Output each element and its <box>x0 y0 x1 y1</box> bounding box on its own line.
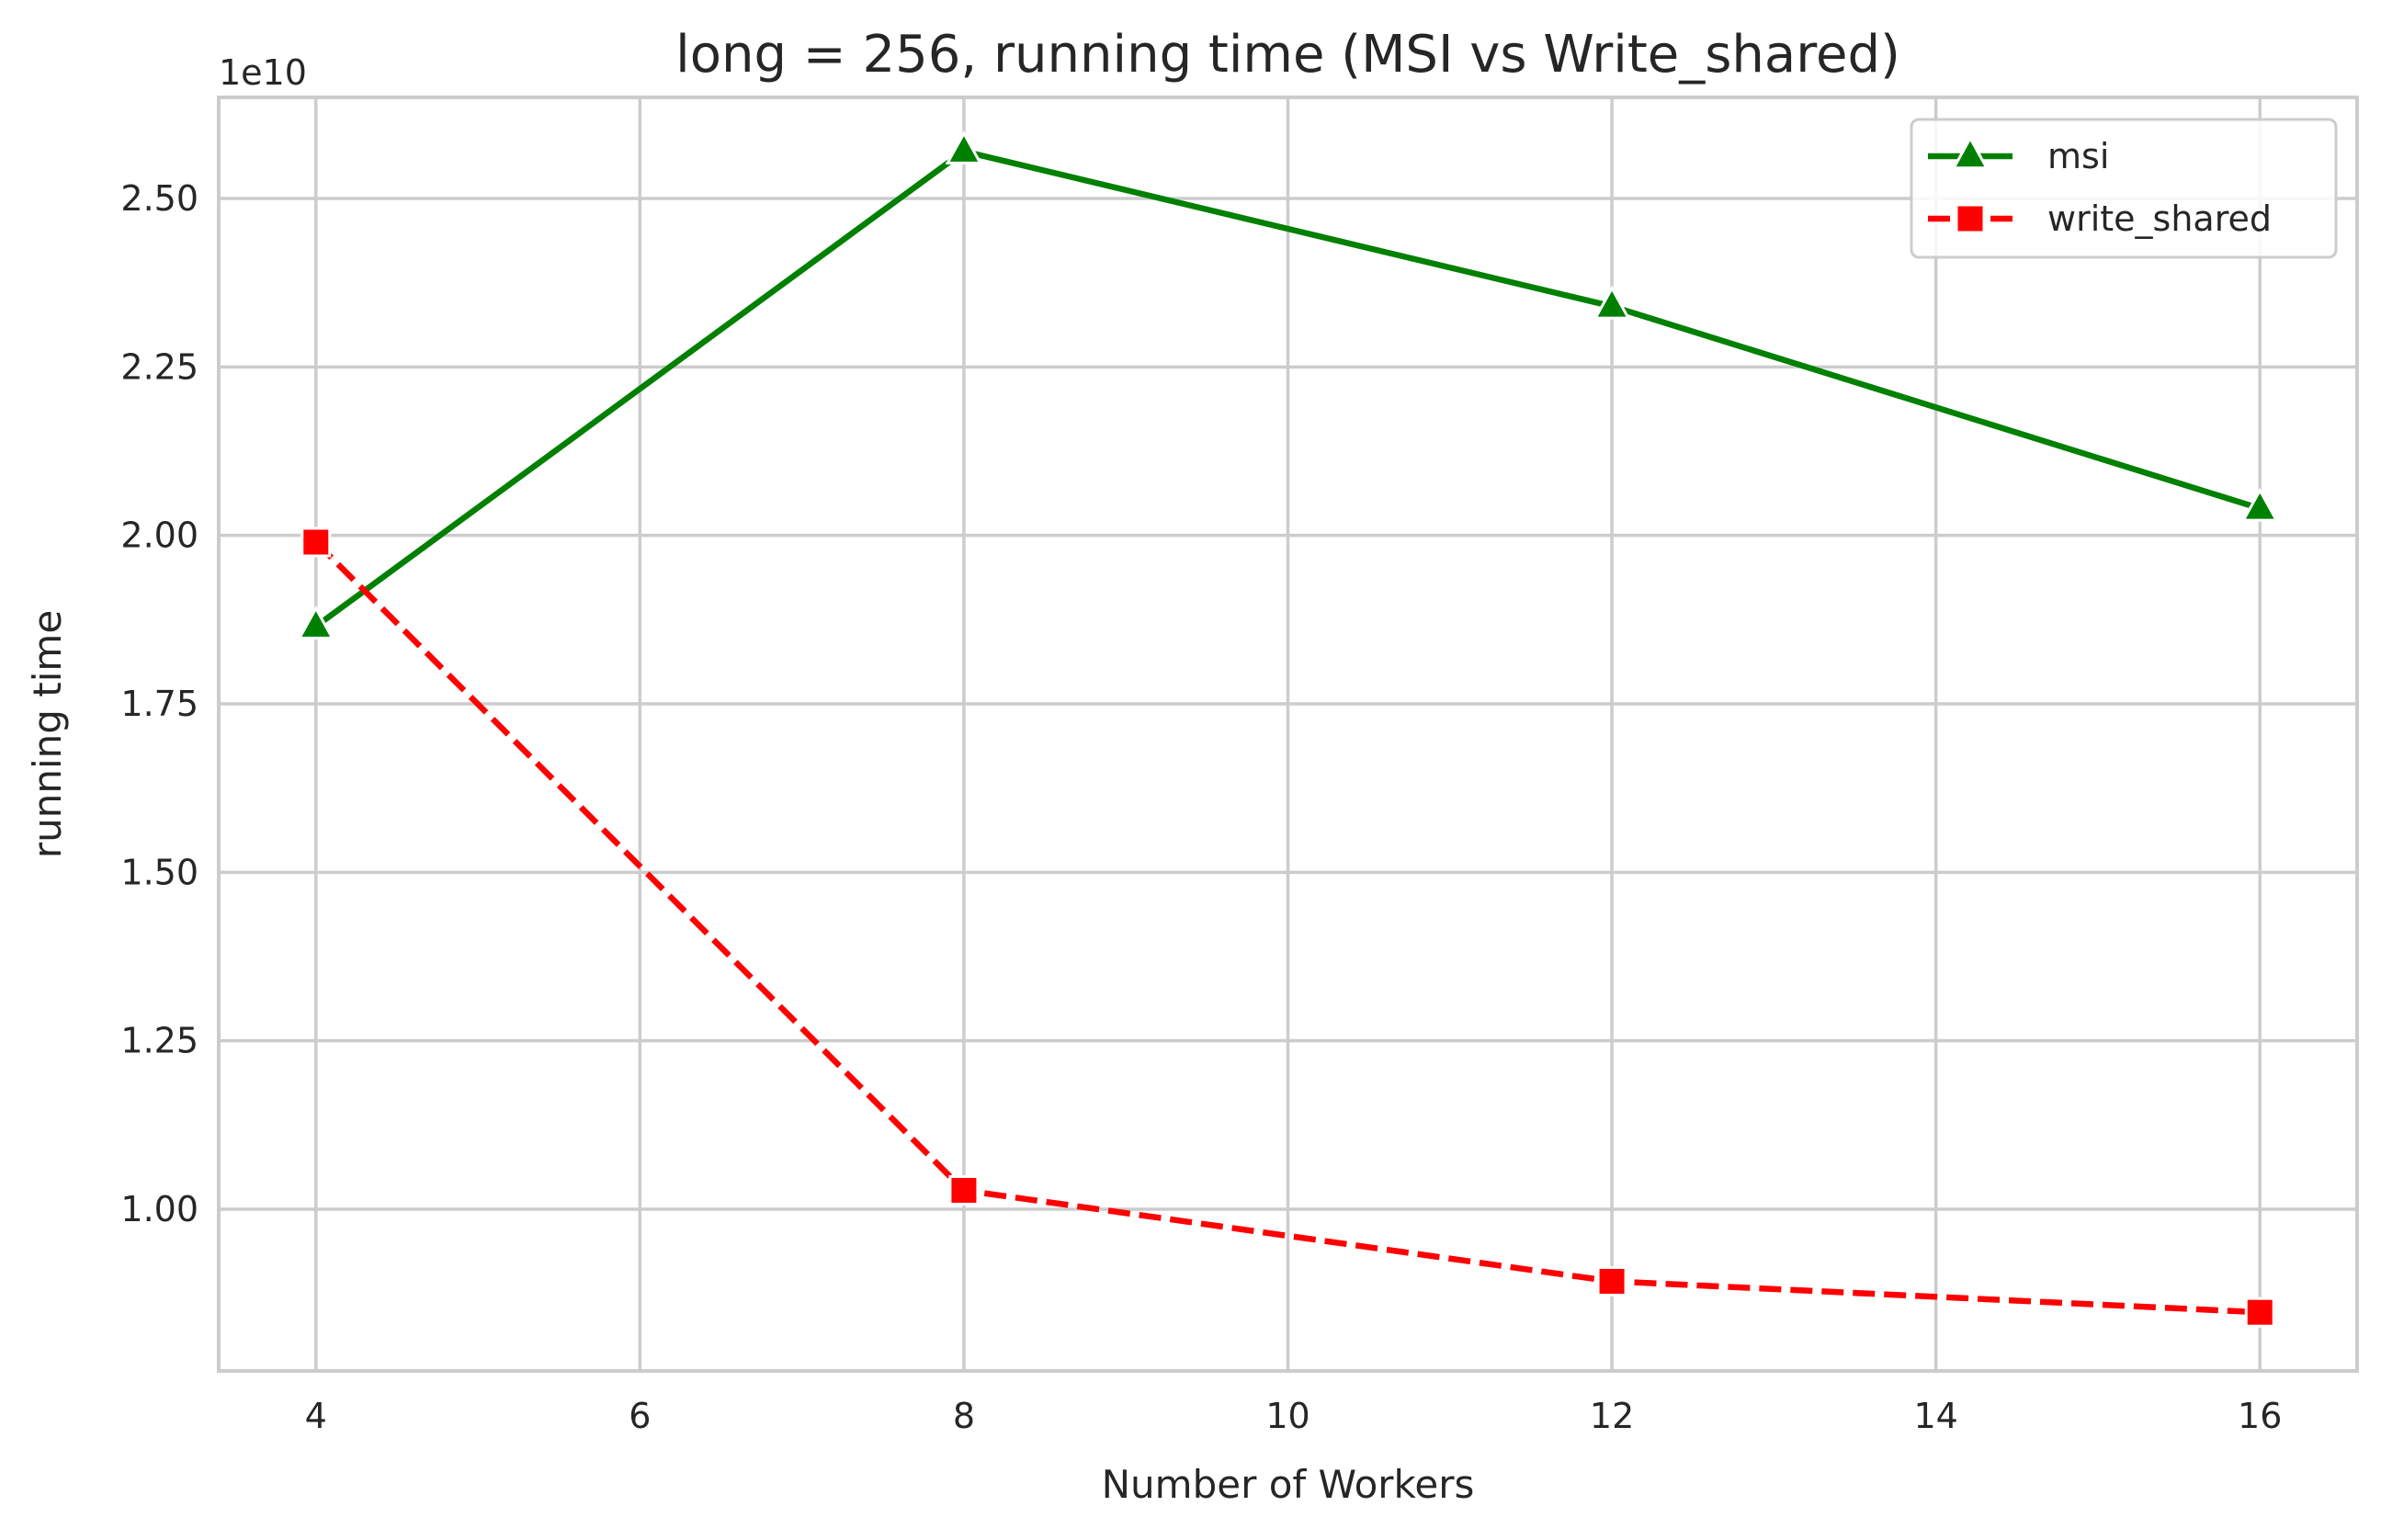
series-layer <box>297 130 2279 1328</box>
legend: msi write_shared <box>1910 118 2338 259</box>
data-point-marker <box>300 527 332 558</box>
data-point-marker <box>1951 135 1990 170</box>
x-tick-label: 12 <box>1590 1396 1634 1436</box>
y-tick-label: 1.75 <box>120 684 198 724</box>
data-point-marker <box>948 1174 980 1206</box>
legend-label: write_shared <box>2047 198 2272 239</box>
legend-box <box>1910 118 2338 259</box>
chart-title: long = 256, running time (MSI vs Write_s… <box>675 25 1900 85</box>
tick-labels: 4 6 8 10 12 14 16 1.00 1.25 1.50 1.75 2.00 2.25 2.50 <box>120 178 2282 1436</box>
data-point-marker <box>297 606 335 640</box>
y-tick-label: 2.50 <box>120 178 198 219</box>
data-point-marker <box>1955 203 1986 234</box>
x-tick-label: 8 <box>953 1396 975 1436</box>
series-line <box>313 539 2261 1316</box>
data-point-marker <box>2240 487 2279 522</box>
x-axis-label: Number of Workers <box>1102 1462 1475 1507</box>
legend-item-write_shared: write_shared <box>1928 198 2272 239</box>
data-point-marker <box>1593 285 1631 320</box>
series-write_shared <box>300 527 2275 1328</box>
series-msi <box>297 130 2279 640</box>
data-point-marker <box>945 130 983 164</box>
legend-label: msi <box>2047 136 2109 176</box>
plot-area-frame <box>217 96 2359 1373</box>
y-axis-label: running time <box>25 610 70 858</box>
series-line <box>313 148 2262 629</box>
y-tick-label: 2.25 <box>120 346 198 387</box>
legend-items: msi write_shared <box>1928 135 2272 239</box>
data-point-marker <box>1596 1265 1627 1297</box>
x-tick-label: 16 <box>2238 1396 2282 1436</box>
y-tick-label: 1.00 <box>120 1189 198 1229</box>
grid <box>219 97 2357 1371</box>
x-tick-label: 6 <box>629 1396 651 1436</box>
legend-item-msi: msi <box>1928 135 2109 176</box>
x-tick-label: 10 <box>1265 1396 1310 1436</box>
x-tick-label: 4 <box>305 1396 327 1436</box>
data-point-marker <box>2244 1297 2275 1328</box>
x-tick-label: 14 <box>1913 1396 1957 1436</box>
y-tick-label: 2.00 <box>120 515 198 556</box>
y-tick-label: 1.25 <box>120 1021 198 1061</box>
y-tick-label: 1.50 <box>120 852 198 892</box>
y-axis-offset-label: 1e10 <box>219 52 307 93</box>
